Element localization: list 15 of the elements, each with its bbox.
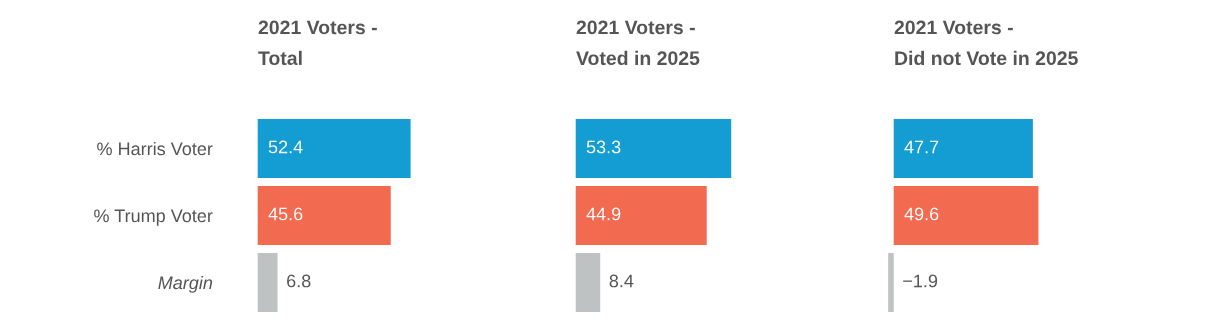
chart-title: 2021 Voters - Total xyxy=(258,20,377,66)
data-label: 44.9 xyxy=(586,207,621,221)
y-tick-label: % Harris Voter xyxy=(97,141,213,156)
data-label: 47.7 xyxy=(904,140,939,154)
data-label: 53.3 xyxy=(586,140,621,154)
y-tick-label: % Trump Voter xyxy=(94,209,213,226)
data-label: 45.6 xyxy=(268,207,303,221)
data-label: 6.8 xyxy=(287,274,311,288)
data-label: 8.4 xyxy=(609,274,634,288)
data-label: 49.6 xyxy=(904,207,939,221)
chart-title: 2021 Voters - Voted in 2025 xyxy=(576,20,700,66)
data-label: 52.4 xyxy=(268,140,303,154)
y-tick-label: Margin xyxy=(158,275,213,293)
chart-title: 2021 Voters - Did not Vote in 2025 xyxy=(894,20,1078,66)
data-label: −1.9 xyxy=(903,274,938,288)
